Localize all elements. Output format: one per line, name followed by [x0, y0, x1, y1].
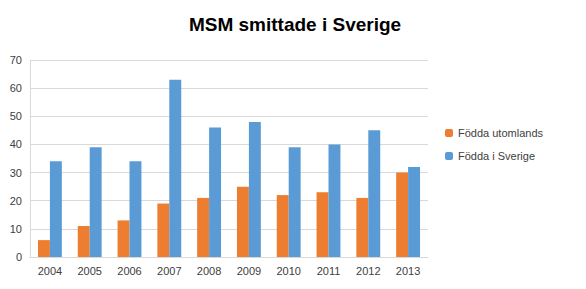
svg-text:2007: 2007 — [157, 265, 181, 277]
svg-text:10: 10 — [10, 223, 22, 235]
svg-text:40: 40 — [10, 138, 22, 150]
svg-text:20: 20 — [10, 195, 22, 207]
svg-text:2004: 2004 — [38, 265, 62, 277]
svg-text:Födda utomlands: Födda utomlands — [458, 127, 543, 139]
svg-text:Födda i Sverige: Födda i Sverige — [458, 150, 535, 162]
svg-text:2008: 2008 — [197, 265, 221, 277]
svg-text:2005: 2005 — [77, 265, 101, 277]
svg-text:MSM smittade i Sverige: MSM smittade i Sverige — [189, 14, 401, 35]
svg-text:2011: 2011 — [317, 265, 341, 277]
svg-text:50: 50 — [10, 110, 22, 122]
svg-text:60: 60 — [10, 82, 22, 94]
svg-text:2006: 2006 — [117, 265, 141, 277]
svg-text:2013: 2013 — [396, 265, 420, 277]
svg-text:2012: 2012 — [356, 265, 380, 277]
svg-text:0: 0 — [16, 251, 22, 263]
svg-text:2010: 2010 — [276, 265, 300, 277]
svg-text:70: 70 — [10, 54, 22, 66]
svg-text:2009: 2009 — [237, 265, 261, 277]
svg-text:30: 30 — [10, 167, 22, 179]
